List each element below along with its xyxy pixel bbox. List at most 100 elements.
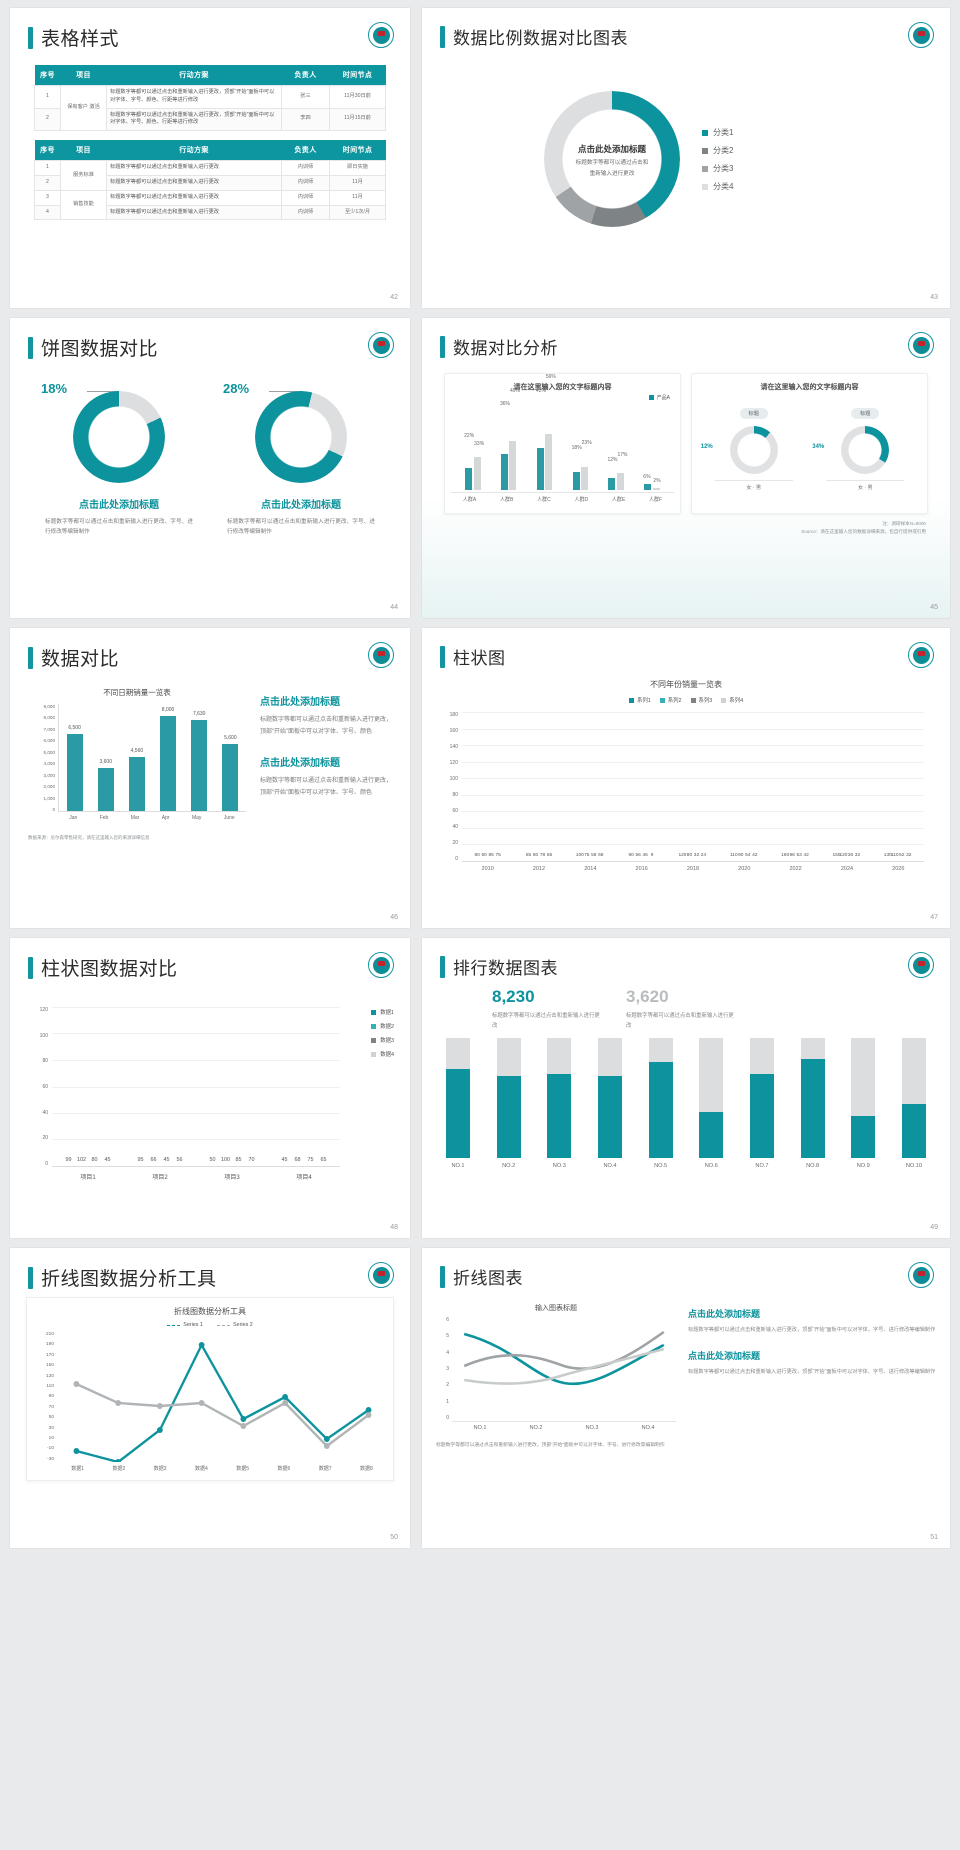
legend-item[interactable]: 数据2 (371, 1022, 394, 1030)
slide-49[interactable]: 排行数据图表 8,230 标题数字等都可以通过点击和重新输入进行更改 3,620… (422, 938, 950, 1238)
legend-swatch-icon (702, 183, 708, 190)
legend-swatch-icon (628, 697, 634, 703)
kpi-block: 3,620 标题数字等都可以通过点击和重新输入进行更改 (626, 987, 736, 1032)
y-tick: 190 (45, 1342, 54, 1348)
x-tick: 数据2 (112, 1466, 126, 1472)
slide-45[interactable]: 数据对比分析 请在这里输入您的文字标题内容 产品A 22% 33% 36% 49% … (422, 318, 950, 618)
bar-group: 6% 2% (643, 474, 661, 490)
legend-item[interactable]: 数据4 (371, 1050, 394, 1058)
x-tick: NO.3 (552, 1162, 566, 1169)
legend-swatch-icon (371, 1037, 377, 1043)
legend-label: 数据3 (380, 1038, 394, 1044)
legend-item[interactable]: Series 1 (167, 1322, 203, 1328)
slide-47[interactable]: 柱状图 不同年份销量一览表 系列1 系列2 系列3 系列4 180 160 14… (422, 628, 950, 928)
slide-46[interactable]: 数据对比 不同日期销量一览表 9,000 8,000 7,000 6,000 5… (10, 628, 410, 928)
pie-title: 点击此处添加标题 (261, 500, 341, 511)
logo-seal-icon (908, 952, 934, 978)
legend-item[interactable]: 分类4 (702, 181, 733, 192)
legend-item[interactable]: 数据3 (371, 1036, 394, 1044)
th-time: 时间节点 (329, 65, 386, 86)
y-tick: 180 (449, 712, 458, 718)
page-number: 42 (390, 294, 398, 301)
pie-body: 标题数字等都可以通过点击和重新输入进行更改、字号、进行修改等编辑制作 (227, 519, 375, 536)
title-accent-bar (440, 25, 445, 48)
source-note: 数据来源：尼尔森零售研究，请在这里输入您的来源详细信息 (28, 835, 150, 840)
block-heading: 点击此处添加标题 (688, 1309, 761, 1319)
x-tick: 人群C (537, 497, 551, 503)
legend-item[interactable]: 分类2 (702, 145, 733, 156)
x-tick: Jan (69, 815, 78, 821)
cell-action: 标题数字等都可以通过点击和重新输入进行更改 (106, 160, 282, 176)
x-tick: NO.4 (603, 1162, 617, 1169)
stacked-bars (446, 1037, 926, 1158)
x-tick: 2014 (584, 866, 597, 872)
legend-swatch-icon (371, 1009, 377, 1015)
legend-item[interactable]: 系列3 (690, 696, 712, 704)
x-axis-labels: 数据1 数据2 数据3 数据4 数据5 数据6 数据7 数据8 (57, 1462, 387, 1472)
x-axis-labels: Jan Feb Mar Apr May June (58, 812, 246, 821)
line-series (57, 1332, 387, 1465)
x-tick: NO.10 (905, 1162, 922, 1169)
legend-item[interactable]: 数据1 (371, 1008, 394, 1016)
slide-51[interactable]: 折线图表 输入图表标题 6 5 4 3 2 1 0 (422, 1248, 950, 1548)
title-accent-bar (440, 1265, 445, 1288)
bar-group: 12% 17% (607, 452, 627, 490)
y-tick: 3,000 (43, 772, 56, 778)
x-tick: NO.9 (856, 1162, 870, 1169)
slide-50[interactable]: 折线图数据分析工具 折线图数据分析工具 Series 1 Series 2 21… (10, 1248, 410, 1548)
y-tick: 0 (52, 806, 55, 812)
th-action: 行动方案 (106, 140, 282, 161)
y-tick: 150 (45, 1363, 54, 1369)
y-tick: 50 (48, 1415, 54, 1421)
block-body: 标题数字等都可以通过点击和重新输入进行更改，顶部“开始”面板中可以对字体、字号、… (688, 1369, 936, 1376)
bar-value: 5,600 (224, 735, 237, 742)
x-axis-labels: 女 · 男 (826, 480, 905, 491)
pie-data-label: 28% (223, 381, 250, 396)
legend-item[interactable]: 系列2 (659, 696, 682, 704)
slide-43[interactable]: 数据比例数据对比图表 点击此处添加标题 标题数字等都可以通过点击和 重新输入进行… (422, 8, 950, 308)
y-tick: -10 (47, 1446, 54, 1452)
table-row: 3 销售技能 标题数字等都可以通过点击和重新输入进行更改 内训师 11月 (34, 189, 386, 221)
slide-42[interactable]: 表格样式 序号 项目 行动方案 负责人 时间节点 1 保有客户 激活 标题数字等… (10, 8, 410, 308)
cell-action: 标题数字等都可以通过点击和重新输入进行更改 (106, 204, 282, 221)
y-tick: 6 (446, 1317, 449, 1323)
y-tick: 0 (45, 1160, 48, 1167)
legend-item[interactable]: 系列4 (721, 696, 743, 704)
x-tick: 人群F (648, 497, 663, 503)
bar (800, 1037, 825, 1158)
legend-item[interactable]: Series 2 (217, 1322, 253, 1328)
bar: 4,560 (128, 748, 145, 811)
th-time: 时间节点 (329, 140, 386, 161)
cell-no: 2 (34, 107, 61, 132)
legend-item[interactable]: 分类3 (702, 163, 733, 174)
x-tick: 人群D (574, 497, 589, 503)
x-axis-labels: NO.1 NO.2 NO.3 NO.4 NO.5 NO.6 NO.7 NO.8 … (446, 1163, 926, 1169)
kpi-value: 3,620 (626, 987, 669, 1006)
series-2-line (75, 1382, 370, 1448)
series-1-points (73, 1342, 372, 1465)
pill-label: 标题 (851, 408, 880, 419)
page-number: 48 (390, 1224, 398, 1231)
x-tick: 数据6 (277, 1466, 291, 1472)
y-tick: 9,000 (43, 704, 56, 709)
analysis-cards: 请在这里输入您的文字标题内容 产品A 22% 33% 36% 49% 42% 56% … (422, 359, 950, 514)
donut-legend: 分类1 分类2 分类3 分类4 (702, 127, 733, 199)
legend-label: 分类3 (713, 164, 734, 173)
legend-item[interactable]: 分类1 (702, 127, 733, 138)
x-tick: June (223, 815, 235, 821)
legend-item[interactable]: 系列1 (628, 696, 651, 704)
slide-44[interactable]: 饼图数据对比 18% 点击此处添加标题 标题数字等都可以通过点击和重新输入进行更… (10, 318, 410, 618)
title-accent-bar (28, 1266, 33, 1289)
x-tick: 数据7 (318, 1466, 332, 1472)
cell-time: 11月 (329, 174, 386, 191)
bar: 7,630 (191, 711, 208, 811)
y-tick: 8,000 (43, 715, 56, 721)
pie-block: 18% 点击此处添加标题 标题数字等都可以通过点击和重新输入进行更改、字号、进行… (39, 369, 199, 538)
donut-center-sub2: 重新输入进行更改 (589, 170, 635, 177)
x-tick: NO.8 (806, 1162, 820, 1169)
slide-48[interactable]: 柱状图数据对比 120 100 80 60 40 20 0 99 102 80 45 … (10, 938, 410, 1238)
x-tick: 2010 (481, 866, 494, 872)
kpi-value: 8,230 (492, 987, 535, 1006)
donut-chart (544, 91, 680, 227)
plot-area: 6 5 4 3 2 1 0 (436, 1317, 676, 1421)
